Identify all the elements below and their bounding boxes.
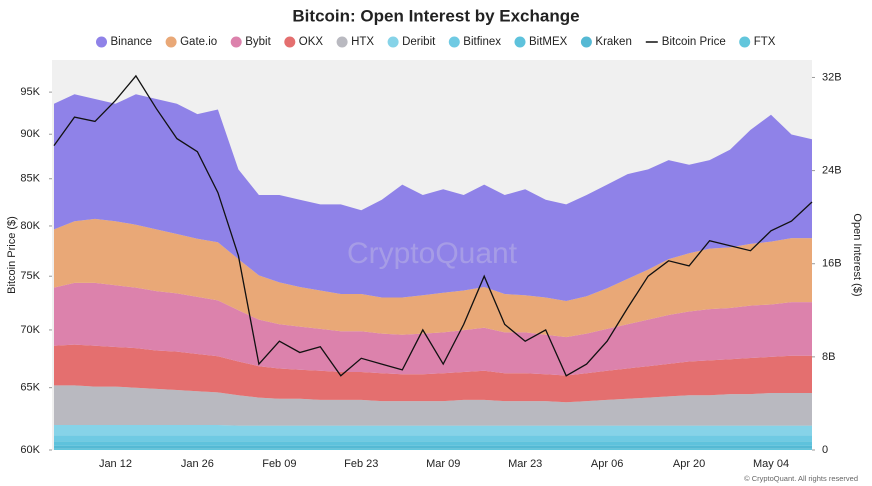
x-tick-label: Jan 26: [181, 458, 214, 470]
legend-item: Bitcoin Price: [645, 36, 726, 48]
chart-title: Bitcoin: Open Interest by Exchange: [292, 6, 579, 25]
legend-label: Bitcoin Price: [662, 36, 726, 48]
area: [54, 94, 812, 301]
legend-label: Bitfinex: [463, 36, 501, 48]
legend: Binance Gate.io Bybit OKX HTX Deribit Bitfinex…: [96, 36, 776, 48]
y-tick-label: 70K: [20, 324, 40, 336]
legend-item: Bitfinex: [448, 36, 501, 48]
y2-tick-label: 16B: [822, 258, 842, 270]
y-tick-label: 65K: [20, 382, 40, 394]
legend-marker: [387, 36, 399, 48]
plot-area: CryptoQuant: [52, 60, 813, 450]
legend-label: BitMEX: [529, 36, 568, 48]
legend-item: Deribit: [387, 36, 436, 48]
y-tick-label: 75K: [20, 270, 40, 282]
legend-marker: [448, 36, 460, 48]
legend-marker: [230, 36, 242, 48]
legend-item: FTX: [739, 36, 776, 48]
y-tick-label: 95K: [20, 86, 40, 98]
y-tick-label: 60K: [20, 444, 40, 456]
legend-marker: [514, 36, 526, 48]
legend-label: FTX: [754, 36, 776, 48]
area: [54, 425, 812, 436]
legend-label: Binance: [111, 36, 153, 48]
legend-item: Gate.io: [165, 36, 217, 48]
x-tick-label: Apr 20: [673, 458, 705, 470]
y2-axis-label: Open Interest ($): [851, 213, 863, 296]
y2-tick-label: 24B: [822, 165, 842, 177]
legend-item: Kraken: [580, 36, 632, 48]
area: [54, 218, 812, 338]
legend-label: Gate.io: [180, 36, 217, 48]
x-tick-label: Mar 09: [426, 458, 460, 470]
legend-item: BitMEX: [514, 36, 568, 48]
y-tick-label: 80K: [20, 220, 40, 232]
legend-marker: [96, 36, 107, 48]
area: [54, 445, 812, 449]
area: [54, 385, 812, 426]
area: [54, 441, 812, 446]
legend-item: Bybit: [230, 36, 272, 48]
legend-item: Binance: [96, 36, 152, 48]
legend-label: HTX: [351, 36, 374, 48]
x-tick-label: May 04: [753, 458, 789, 470]
legend-label: OKX: [299, 36, 324, 48]
y2-tick-label: 32B: [822, 71, 842, 83]
legend-label: Bybit: [245, 36, 271, 48]
y-tick-label: 90K: [20, 128, 40, 140]
legend-marker: [739, 36, 751, 48]
legend-label: Deribit: [402, 36, 436, 48]
legend-marker: [284, 36, 296, 48]
area: [54, 282, 812, 376]
legend-marker: [165, 36, 177, 48]
legend-item: OKX: [284, 36, 323, 48]
x-tick-label: Jan 12: [99, 458, 132, 470]
y-tick-label: 85K: [20, 173, 40, 185]
y2-tick-label: 8B: [822, 351, 835, 363]
watermark: CryptoQuant: [347, 237, 518, 270]
price-line: [53, 74, 813, 377]
footer: © CryptoQuant. All rights reserved: [744, 474, 858, 483]
x-tick-label: Feb 09: [262, 458, 296, 470]
legend-label: Kraken: [595, 36, 631, 48]
area: [54, 435, 812, 442]
x-tick-label: Feb 23: [344, 458, 378, 470]
legend-item: HTX: [336, 36, 374, 48]
legend-marker: [336, 36, 348, 48]
area: [54, 344, 812, 403]
y-axis-label: Bitcoin Price ($): [6, 216, 18, 294]
x-tick-label: Mar 23: [508, 458, 542, 470]
legend-marker: [580, 36, 592, 48]
x-tick-label: Apr 06: [591, 458, 623, 470]
y2-tick-label: 0: [822, 444, 828, 456]
area: [54, 448, 812, 450]
